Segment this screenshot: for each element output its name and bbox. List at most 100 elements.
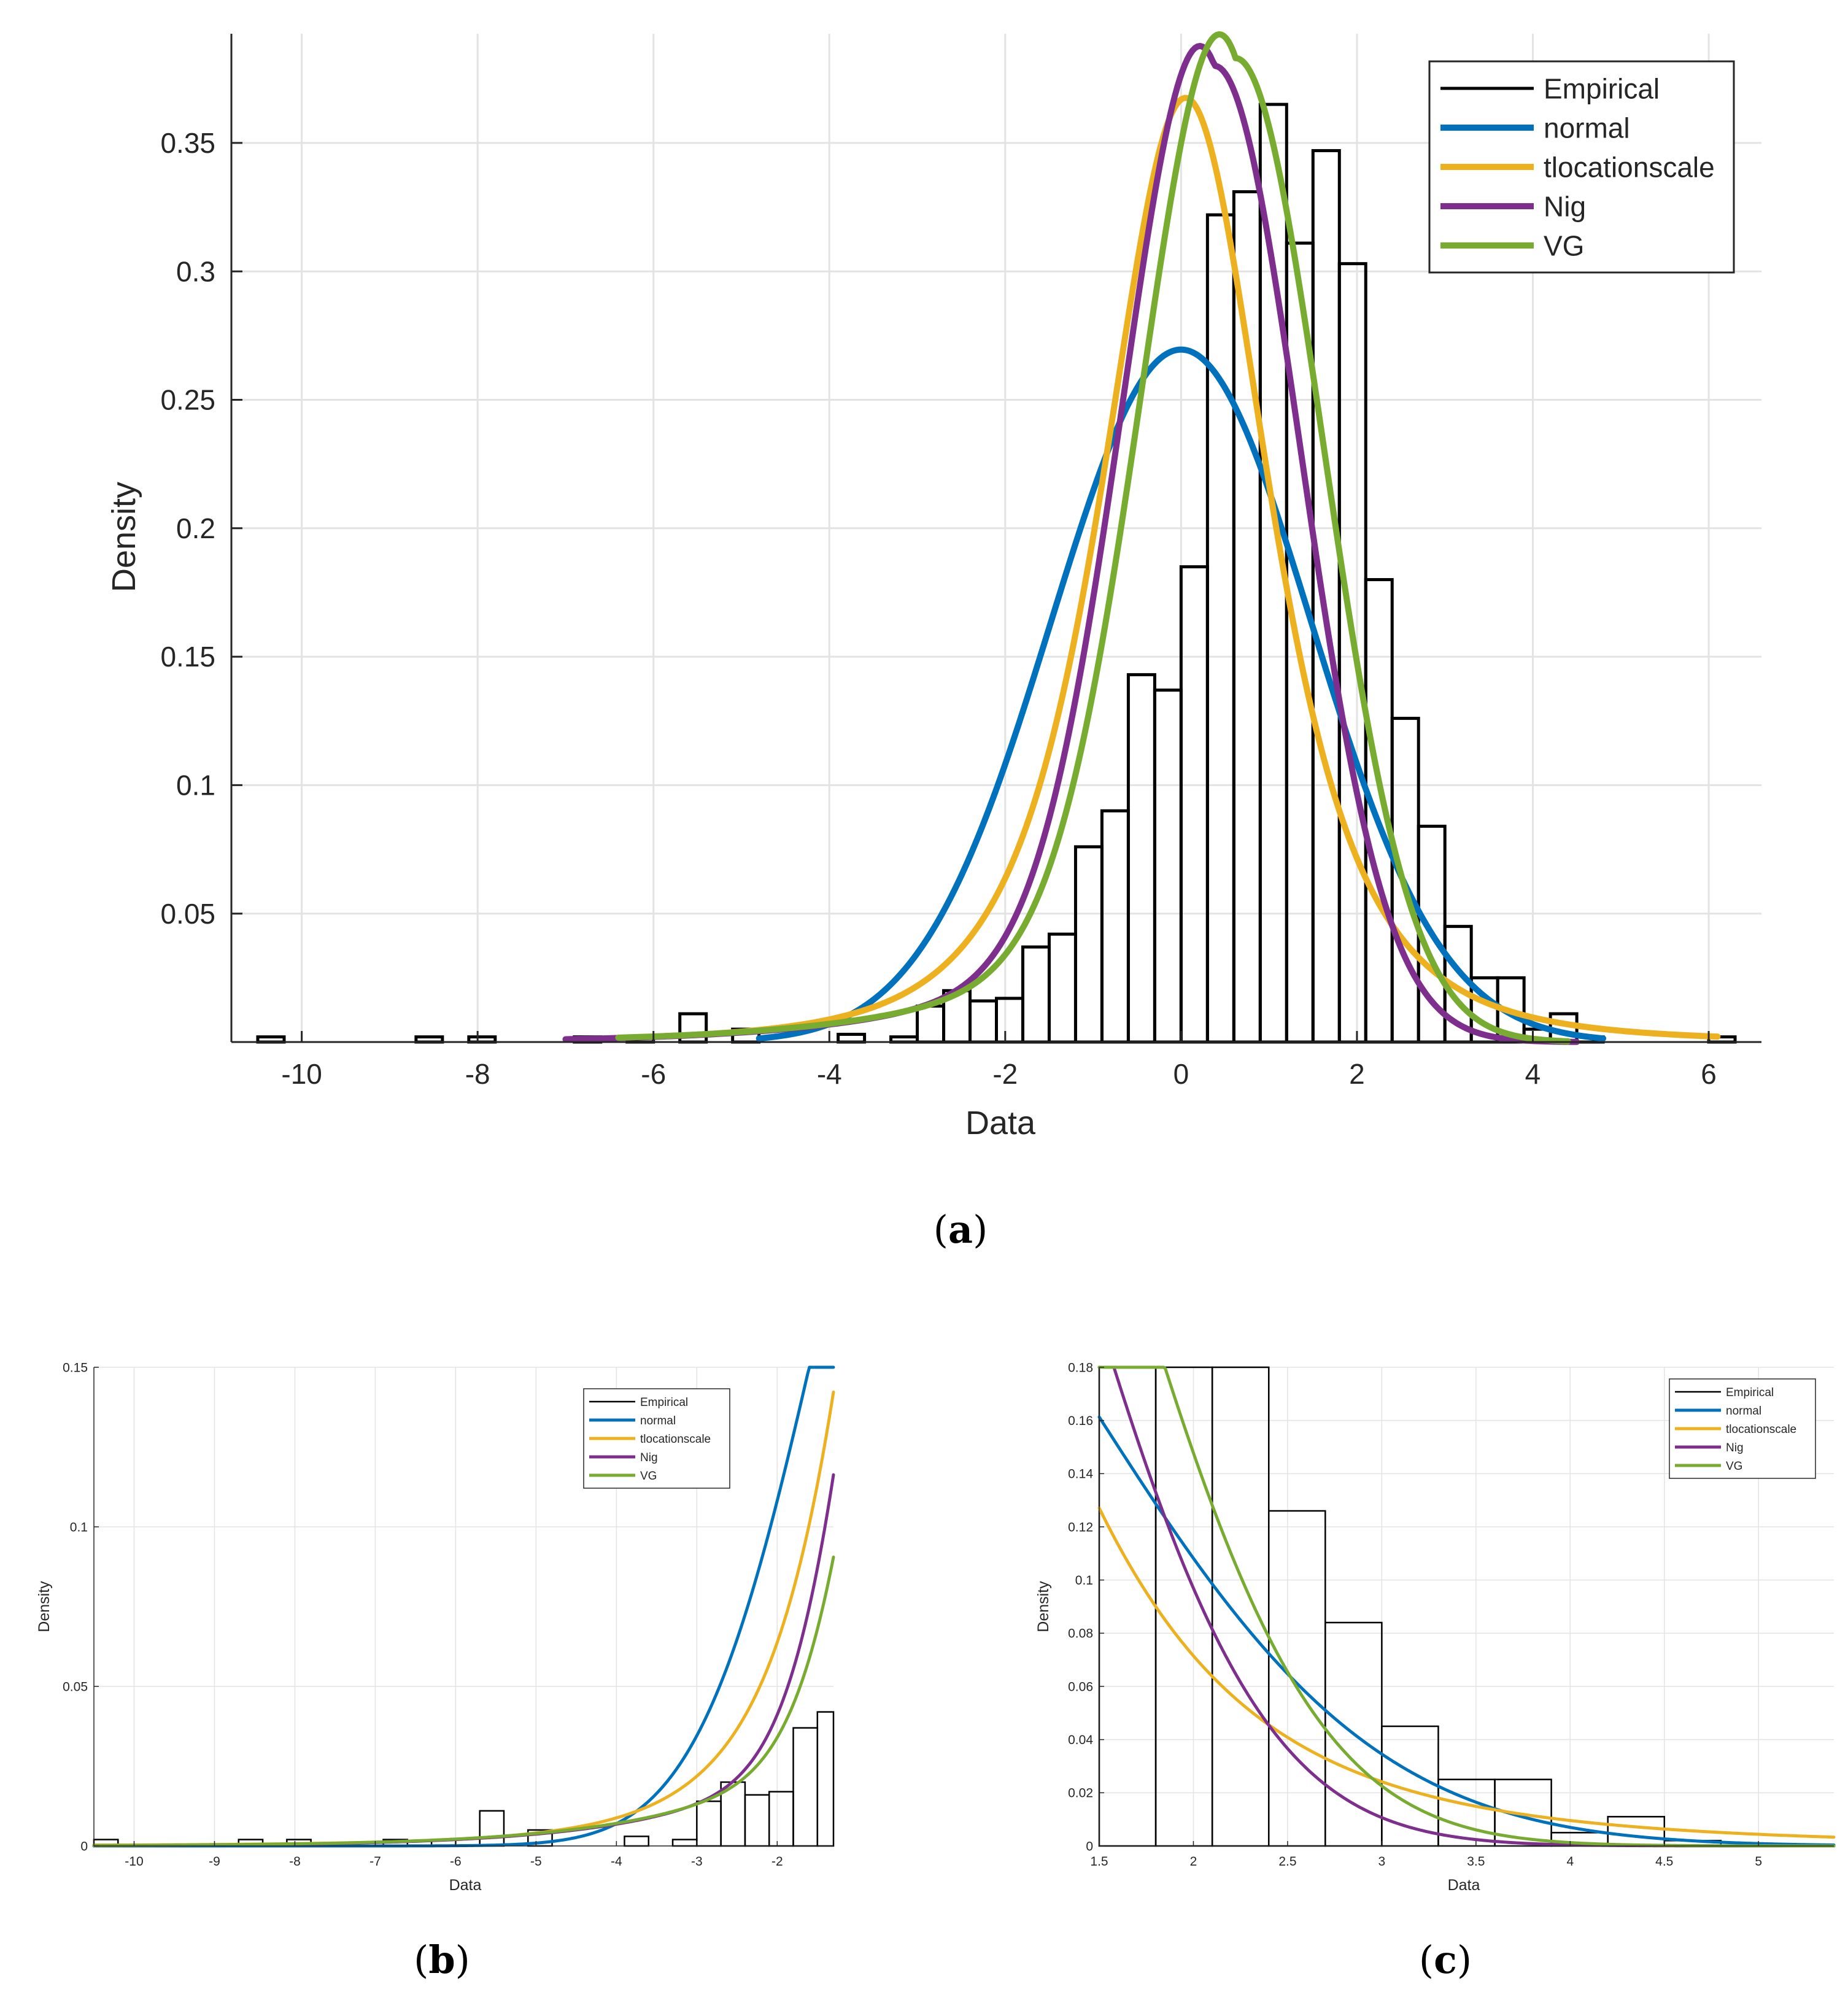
histogram-bar bbox=[816, 1711, 835, 1847]
panel-c-chart: 1.5 2 2.5 3 3.5 4 4.5 5 0 0.02 0.04 0.06 0.08 0.1 0.12… bbox=[1035, 1361, 1836, 1894]
x-tick-label: -6 bbox=[641, 1058, 666, 1090]
x-tick-label: -5 bbox=[530, 1855, 542, 1869]
y-tick-label: 0.3 bbox=[176, 255, 215, 287]
curve-normal bbox=[756, 346, 1607, 1042]
legend-label-vg: VG bbox=[1544, 230, 1584, 262]
x-tick-label: -10 bbox=[125, 1855, 143, 1869]
y-tick-label: 0 bbox=[1086, 1839, 1093, 1853]
y-tick-label: 0.12 bbox=[1068, 1520, 1093, 1534]
panel-c-legend: Empirical normal tlocationscale Nig VG bbox=[1669, 1378, 1816, 1479]
y-tick-label: 0.04 bbox=[1068, 1733, 1093, 1747]
y-tick-label: 0.14 bbox=[1068, 1467, 1093, 1481]
x-tick-label: 4 bbox=[1566, 1855, 1574, 1869]
y-tick-label: 0.35 bbox=[160, 127, 215, 159]
panel-b-chart: -10 -9 -8 -7 -6 -5 -4 -3 -2 0 0.05 0.1 0.15 Data Den… bbox=[36, 1361, 835, 1894]
y-tick-label: 0.1 bbox=[176, 770, 215, 801]
legend-label-normal: normal bbox=[1726, 1405, 1761, 1418]
x-tick-label: 2 bbox=[1190, 1855, 1197, 1869]
x-tick-label: -9 bbox=[209, 1855, 220, 1869]
x-tick-label: 4 bbox=[1525, 1058, 1541, 1090]
x-tick-label: -3 bbox=[691, 1855, 703, 1869]
x-tick-label: 0 bbox=[1173, 1058, 1189, 1090]
panel-a-xlabel: Data bbox=[965, 1105, 1036, 1141]
legend-label-normal: normal bbox=[640, 1415, 676, 1427]
curve-nig bbox=[92, 1473, 835, 1847]
histogram-bar bbox=[1047, 932, 1077, 1044]
panel-c-axes bbox=[1099, 1367, 1834, 1847]
y-tick-label: 0.02 bbox=[1068, 1786, 1093, 1801]
panel-a-ticks: -10 -8 -6 -4 -2 0 2 4 6 0.05 0.1 0.15 0.2 0.25 0.3 0.35 bbox=[160, 127, 1716, 1090]
histogram-bar bbox=[1098, 1366, 1157, 1847]
legend-label-tlocationscale: tlocationscale bbox=[640, 1433, 711, 1446]
legend-label-vg: VG bbox=[640, 1470, 657, 1483]
x-tick-label: -4 bbox=[817, 1058, 842, 1090]
y-tick-label: 0.1 bbox=[70, 1520, 88, 1534]
panel-a-caption: (a) bbox=[934, 1207, 988, 1252]
x-tick-label: -8 bbox=[465, 1058, 490, 1090]
y-tick-label: 0.18 bbox=[1068, 1361, 1093, 1375]
panel-a-grid bbox=[231, 34, 1761, 1042]
x-tick-label: -6 bbox=[450, 1855, 462, 1869]
histogram-bar bbox=[837, 1032, 867, 1044]
y-tick-label: 0.2 bbox=[176, 512, 215, 544]
histogram-bar bbox=[624, 1836, 650, 1847]
x-tick-label: 5 bbox=[1755, 1855, 1762, 1869]
histogram-bar bbox=[1205, 213, 1235, 1044]
x-tick-label: 3 bbox=[1378, 1855, 1386, 1869]
legend-label-tlocationscale: tlocationscale bbox=[1544, 152, 1715, 183]
panel-a-axes bbox=[230, 34, 1761, 1043]
histogram-bar bbox=[479, 1810, 505, 1847]
x-tick-label: 1.5 bbox=[1090, 1855, 1108, 1869]
histogram-bar bbox=[1179, 565, 1209, 1044]
histogram-bar bbox=[1267, 1510, 1326, 1847]
legend-label-empirical: Empirical bbox=[1544, 73, 1660, 105]
histogram-bar bbox=[1153, 689, 1183, 1044]
panel-b-legend: Empirical normal tlocationscale Nig VG bbox=[583, 1388, 730, 1489]
y-tick-label: 0.15 bbox=[63, 1361, 88, 1375]
y-tick-label: 0.05 bbox=[160, 898, 215, 930]
panel-a-chart: -10 -8 -6 -4 -2 0 2 4 6 0.05 0.1 0.15 0.2 0.25 0.3 0.35… bbox=[106, 31, 1761, 1141]
panel-b-axes bbox=[93, 1367, 833, 1847]
legend-label-nig: Nig bbox=[640, 1451, 658, 1464]
histogram-bar bbox=[995, 997, 1024, 1044]
histogram-bar bbox=[1100, 809, 1130, 1044]
panel-c-histogram bbox=[1098, 1366, 1722, 1847]
histogram-bar bbox=[968, 999, 998, 1044]
histogram-bar bbox=[696, 1800, 722, 1847]
panel-b-histogram bbox=[93, 1711, 835, 1847]
panel-a-curves bbox=[562, 31, 1721, 1045]
panel-b-ticks: -10 -9 -8 -7 -6 -5 -4 -3 -2 0 0.05 0.1 0.15 bbox=[63, 1361, 783, 1869]
curve-vg bbox=[615, 31, 1571, 1044]
y-tick-label: 0.08 bbox=[1068, 1627, 1093, 1641]
legend-label-tlocationscale: tlocationscale bbox=[1726, 1423, 1796, 1436]
curve-normal bbox=[1097, 1415, 1836, 1847]
x-tick-label: 6 bbox=[1701, 1058, 1717, 1090]
x-tick-label: -4 bbox=[611, 1855, 622, 1869]
x-tick-label: 3.5 bbox=[1467, 1855, 1485, 1869]
histogram-bar bbox=[1311, 149, 1341, 1044]
y-tick-label: 0.1 bbox=[1075, 1573, 1093, 1588]
y-tick-label: 0.15 bbox=[160, 641, 215, 673]
histogram-bar bbox=[1154, 1366, 1213, 1847]
x-tick-label: 2 bbox=[1349, 1058, 1365, 1090]
panel-c-caption: (c) bbox=[1419, 1937, 1472, 1982]
histogram-bar bbox=[671, 1839, 698, 1847]
panel-a-legend: Empirical normal tlocationscale Nig VG bbox=[1428, 60, 1735, 274]
panel-c-xlabel: Data bbox=[1448, 1877, 1480, 1894]
histogram-bar bbox=[1021, 945, 1051, 1044]
x-tick-label: 2.5 bbox=[1278, 1855, 1296, 1869]
y-tick-label: 0.16 bbox=[1068, 1414, 1093, 1428]
panel-c-ylabel: Density bbox=[1035, 1581, 1052, 1632]
curve-vg bbox=[92, 1555, 835, 1847]
y-tick-label: 0 bbox=[80, 1839, 88, 1853]
panel-b-ylabel: Density bbox=[36, 1581, 53, 1632]
histogram-bar bbox=[744, 1794, 770, 1847]
histogram-bar bbox=[1607, 1816, 1666, 1847]
y-tick-label: 0.05 bbox=[63, 1680, 88, 1694]
legend-label-nig: Nig bbox=[1544, 191, 1586, 223]
legend-label-vg: VG bbox=[1726, 1460, 1742, 1473]
legend-label-empirical: Empirical bbox=[1726, 1386, 1774, 1399]
panel-a-ylabel: Density bbox=[106, 482, 142, 592]
x-tick-label: -7 bbox=[369, 1855, 381, 1869]
